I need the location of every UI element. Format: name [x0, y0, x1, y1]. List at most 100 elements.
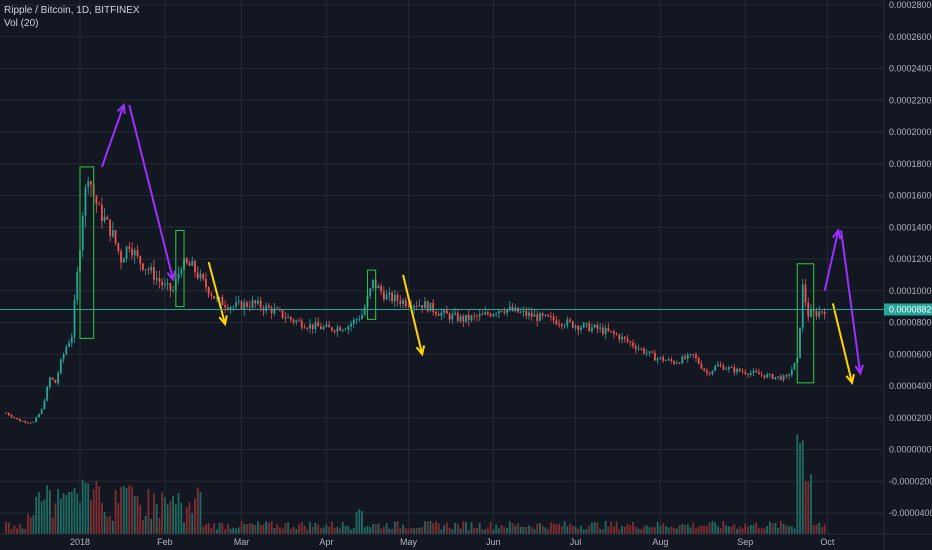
volume-bar [98, 486, 101, 534]
candle-body [347, 326, 350, 330]
candle-body [451, 314, 454, 320]
volume-bar [695, 528, 697, 534]
x-tick-label: Mar [234, 537, 250, 547]
volume-bar [396, 521, 399, 534]
volume-bar [506, 527, 508, 534]
y-tick-label: 0.000280000 [889, 0, 932, 10]
volume-bar [380, 528, 383, 534]
volume-bar [812, 525, 815, 534]
candle-body [487, 312, 489, 315]
candle-body [248, 306, 251, 308]
volume-bar [270, 521, 273, 534]
volume-bar [481, 529, 484, 534]
volume-bar [785, 525, 788, 534]
candle-body [544, 314, 547, 316]
candle-body [621, 336, 623, 340]
volume-bar [281, 528, 284, 534]
volume-bar [424, 521, 426, 534]
candle-body [478, 314, 481, 317]
volume-bar [237, 527, 240, 534]
candle-body [618, 334, 621, 340]
volume-bar [465, 522, 467, 534]
x-tick-label: May [400, 537, 418, 547]
candle-body [678, 362, 681, 364]
volume-bar [533, 529, 536, 534]
volume-bar [437, 523, 440, 534]
volume-bar [361, 510, 363, 534]
candle-body [465, 314, 467, 322]
symbol-title[interactable]: Ripple / Bitcoin, 1D, BITFINEX [4, 5, 140, 16]
volume-bar [730, 526, 733, 534]
volume-bar [566, 526, 569, 534]
volume-bar [618, 529, 621, 534]
volume-bar [73, 488, 76, 534]
x-tick-label: 2018 [70, 537, 90, 547]
candle-body [76, 271, 79, 301]
candle-body [552, 316, 555, 321]
candle-body [221, 297, 224, 306]
y-tick-label: 0.000240000 [889, 64, 932, 74]
annotation-layer [0, 102, 884, 386]
candle-body [626, 338, 629, 342]
candle-body [229, 307, 232, 310]
purple-arrow-head [166, 270, 176, 282]
candle-body [637, 348, 640, 350]
candle-body [163, 284, 166, 286]
volume-bar [706, 526, 708, 534]
volume-bar [799, 443, 801, 534]
volume-bar [738, 526, 741, 534]
candle-body [235, 302, 237, 307]
volume-bar [194, 498, 196, 534]
volume-bar [68, 491, 70, 534]
candle-body [218, 297, 221, 298]
volume-bar [722, 520, 725, 534]
candle-body [577, 325, 580, 330]
candle-body [607, 328, 610, 332]
volume-bar [232, 527, 235, 534]
volume-indicator-label[interactable]: Vol (20) [4, 18, 39, 29]
volume-bar [385, 523, 388, 534]
volume-bar [670, 526, 673, 534]
volume-bar [574, 526, 577, 534]
candle-body [185, 258, 188, 264]
candle-body [352, 319, 355, 324]
yellow-arrow-head [415, 345, 426, 357]
volume-bar [101, 502, 103, 534]
candle-body [517, 307, 519, 313]
candle-body [582, 323, 585, 328]
volume-bar [155, 503, 158, 534]
volume-bar [188, 501, 191, 534]
candle-body [103, 216, 106, 222]
volume-bar [634, 526, 637, 534]
volume-bar [62, 493, 65, 534]
volume-bar [689, 527, 692, 534]
candle-body [106, 216, 109, 220]
candle-body [719, 364, 722, 366]
candle-body [539, 313, 541, 321]
candle-body [213, 296, 216, 299]
candle-body [484, 312, 487, 315]
candle-body [122, 258, 125, 263]
volume-bar [317, 524, 320, 534]
volume-bar [454, 522, 456, 534]
volume-bar [205, 523, 207, 534]
volume-bar [577, 528, 580, 534]
volume-bar [478, 522, 481, 534]
volume-bar [810, 474, 812, 534]
volume-bar [322, 527, 325, 534]
candle-body [407, 306, 410, 307]
candle-body [402, 300, 404, 304]
candle-body [194, 261, 196, 273]
volume-bar [254, 524, 257, 534]
volume-bar [174, 504, 177, 534]
volume-bar [32, 515, 35, 534]
candle-body [136, 250, 139, 257]
volume-bar [144, 515, 147, 534]
volume-bar [369, 526, 372, 534]
volume-bar [191, 513, 194, 534]
candle-body [10, 415, 13, 418]
candle-body [777, 376, 780, 378]
candle-body [320, 326, 322, 330]
